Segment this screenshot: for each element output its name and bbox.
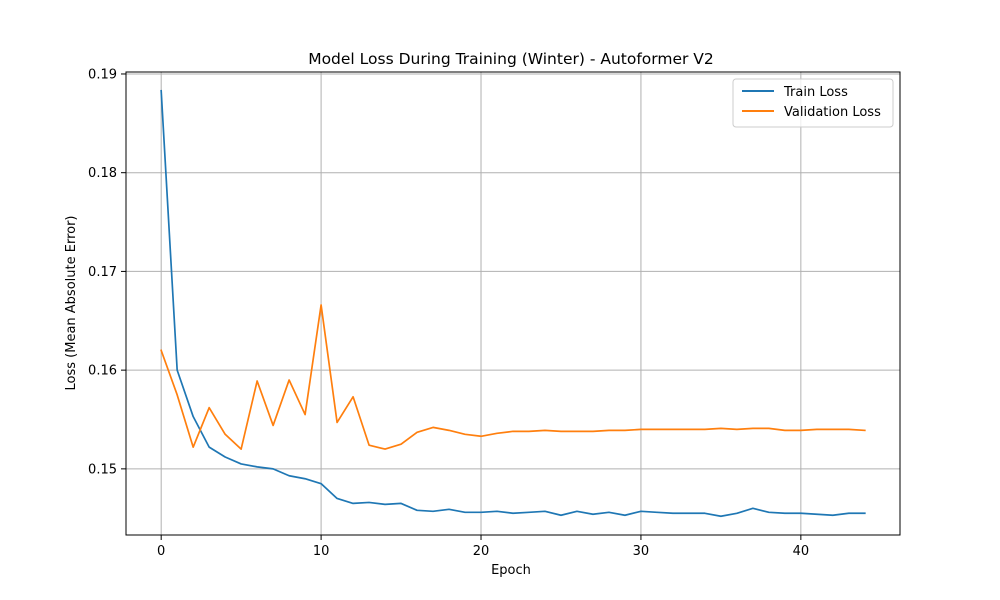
y-tick-label: 0.18 <box>88 166 117 181</box>
y-tick-label: 0.17 <box>88 265 117 280</box>
chart-title: Model Loss During Training (Winter) - Au… <box>308 50 714 68</box>
series-lines <box>160 89 866 518</box>
y-tick-label: 0.15 <box>88 462 117 477</box>
legend-label-train-loss: Train Loss <box>783 85 848 100</box>
y-axis-label: Loss (Mean Absolute Error) <box>64 216 79 391</box>
x-axis-label: Epoch <box>491 563 531 578</box>
x-tick-label: 30 <box>633 544 650 559</box>
grid <box>126 72 900 535</box>
x-tick-label: 10 <box>313 544 330 559</box>
y-tick-label: 0.16 <box>88 364 117 379</box>
x-tick-label: 0 <box>157 544 165 559</box>
axis-ticks: 0 10 20 30 40 0.15 0.16 0.17 0.18 0.19 <box>88 67 809 559</box>
series-line-validation-loss <box>160 304 866 450</box>
legend: Train Loss Validation Loss <box>732 78 894 128</box>
x-tick-label: 40 <box>793 544 810 559</box>
series-line-train-loss <box>160 89 866 518</box>
legend-label-validation-loss: Validation Loss <box>784 105 881 120</box>
y-tick-label: 0.19 <box>88 67 117 82</box>
plot-area-frame <box>125 71 901 536</box>
x-tick-label: 20 <box>473 544 490 559</box>
